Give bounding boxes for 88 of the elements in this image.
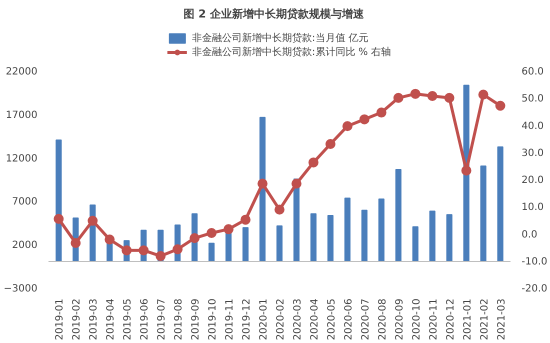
x-tick-label: 2020-02 bbox=[276, 298, 286, 340]
y-tick-label: −3000 bbox=[4, 284, 38, 294]
point bbox=[495, 100, 506, 111]
x-tick-label: 2019-04 bbox=[106, 298, 117, 340]
point bbox=[206, 228, 217, 238]
point bbox=[410, 88, 420, 99]
y2-tick-label: 40.0 bbox=[522, 120, 544, 132]
x-tick-label: 2019-10 bbox=[208, 298, 219, 340]
x-tick-label: 2020-06 bbox=[343, 298, 354, 340]
bar bbox=[276, 225, 283, 262]
y-tick-label: 7000 bbox=[12, 196, 38, 208]
x-tick-label: 2020-04 bbox=[309, 298, 320, 340]
bar bbox=[361, 210, 368, 262]
point bbox=[376, 108, 386, 118]
point bbox=[104, 234, 115, 244]
point bbox=[172, 244, 183, 254]
x-tick-label: 2021-02 bbox=[479, 298, 490, 340]
point bbox=[478, 90, 488, 100]
x-tick-label: 2021-03 bbox=[496, 298, 508, 340]
point bbox=[138, 245, 149, 256]
x-tick-label: 2020-05 bbox=[326, 298, 338, 340]
legend-label: 非金融公司新增中长期贷款:当月值 亿元 bbox=[192, 32, 368, 44]
x-tick-label: 2020-08 bbox=[377, 298, 388, 340]
point bbox=[224, 224, 234, 234]
y2-tick-label: -10.0 bbox=[522, 256, 548, 268]
point bbox=[427, 91, 438, 101]
bar bbox=[327, 214, 334, 262]
legend-label: 非金融公司新增中长期贷款:累计同比 % 右轴 bbox=[192, 46, 392, 58]
point bbox=[122, 245, 132, 256]
bar bbox=[208, 242, 215, 262]
point bbox=[308, 157, 318, 168]
point bbox=[88, 216, 98, 226]
x-tick-label: 2019-11 bbox=[224, 298, 236, 340]
point bbox=[274, 204, 284, 215]
bar bbox=[395, 168, 402, 262]
y2-tick-label: 10.0 bbox=[522, 202, 544, 214]
point bbox=[342, 121, 352, 132]
point bbox=[240, 214, 251, 225]
x-tick-label: 2019-03 bbox=[88, 298, 100, 340]
x-tick-label: 2020-03 bbox=[292, 298, 304, 340]
x-tick-label: 2020-01 bbox=[258, 298, 270, 340]
bar bbox=[56, 139, 62, 262]
bar bbox=[242, 227, 249, 262]
y-tick-label: 2000 bbox=[12, 240, 38, 252]
bar bbox=[310, 213, 317, 262]
y-tick-label: 17000 bbox=[6, 110, 38, 121]
x-tick-label: 2020-07 bbox=[360, 298, 372, 340]
point bbox=[291, 178, 302, 189]
bar bbox=[344, 198, 350, 262]
x-tick-label: 2020-10 bbox=[411, 298, 422, 340]
point bbox=[444, 92, 454, 103]
point bbox=[461, 166, 472, 176]
x-tick-label: 2019-12 bbox=[242, 298, 253, 340]
y-tick-label: 12000 bbox=[6, 153, 38, 164]
y2-tick-label: 0.0 bbox=[522, 229, 538, 240]
point bbox=[190, 233, 200, 244]
x-tick-label: 2019-01 bbox=[54, 298, 66, 340]
x-tick-label: 2020-11 bbox=[428, 298, 440, 340]
x-tick-label: 2020-12 bbox=[445, 298, 456, 340]
x-tick-label: 2019-07 bbox=[156, 298, 168, 340]
x-tick-label: 2019-05 bbox=[122, 298, 134, 340]
point bbox=[156, 251, 166, 262]
point bbox=[54, 214, 64, 224]
y-tick-label: 22000 bbox=[6, 66, 38, 78]
x-tick-label: 2019-06 bbox=[140, 298, 151, 340]
x-tick-label: 2021-01 bbox=[462, 298, 474, 340]
bar bbox=[480, 165, 486, 262]
y2-tick-label: 50.0 bbox=[522, 94, 544, 105]
bar bbox=[378, 198, 384, 262]
x-tick-label: 2019-09 bbox=[190, 298, 202, 340]
x-tick-label: 2019-08 bbox=[174, 298, 185, 340]
bar bbox=[429, 210, 436, 262]
x-tick-label: 2019-02 bbox=[72, 298, 83, 340]
point bbox=[359, 114, 370, 124]
y2-tick-label: 30.0 bbox=[522, 148, 544, 159]
y2-tick-label: 60.0 bbox=[522, 66, 544, 78]
bar bbox=[497, 146, 504, 262]
point bbox=[258, 178, 268, 189]
chart-title: 图 2 企业新增中长期贷款规模与增速 bbox=[184, 8, 365, 20]
point bbox=[393, 92, 404, 103]
bar bbox=[446, 214, 452, 262]
point bbox=[325, 139, 336, 149]
x-tick-label: 2020-09 bbox=[394, 298, 406, 340]
y2-tick-label: 20.0 bbox=[522, 175, 544, 186]
y2-tick-label: -20.0 bbox=[522, 284, 548, 294]
bar bbox=[412, 226, 418, 262]
point bbox=[70, 238, 81, 248]
bar bbox=[259, 116, 266, 262]
